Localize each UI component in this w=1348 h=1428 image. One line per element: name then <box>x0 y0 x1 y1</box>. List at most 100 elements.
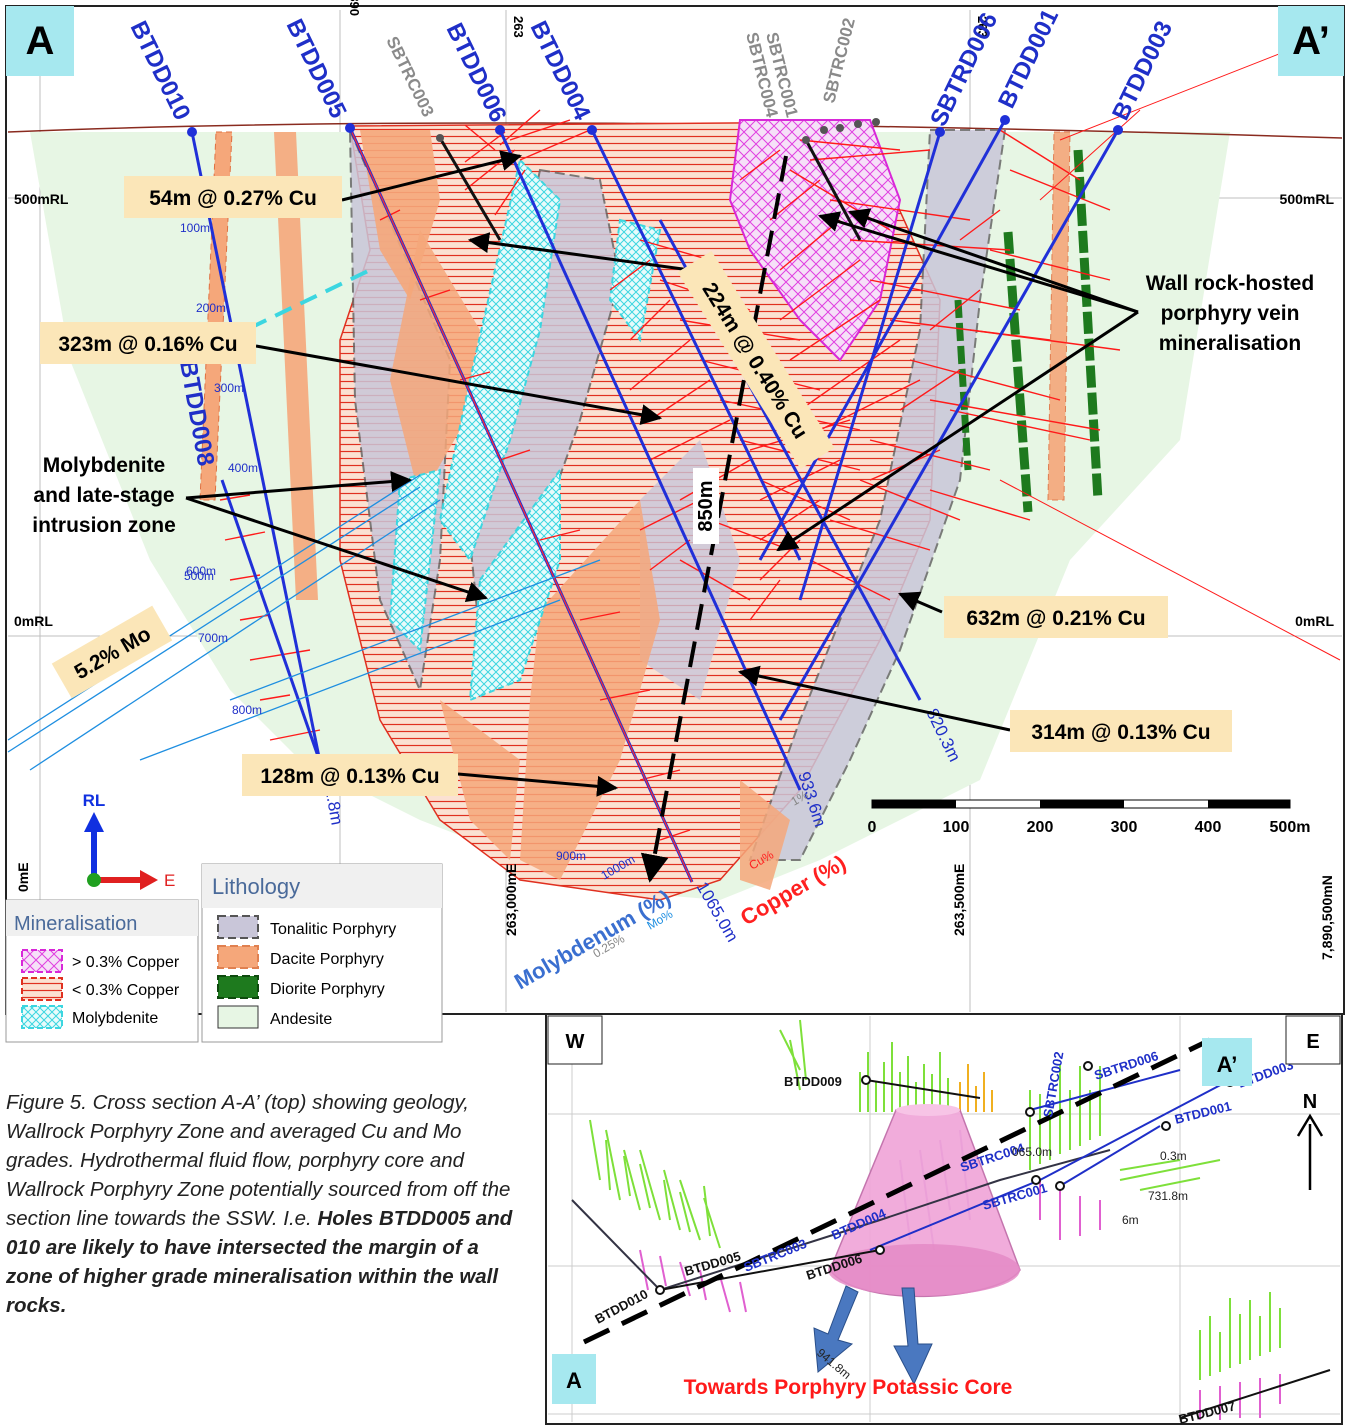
mineralisation-legend-title: Mineralisation <box>14 913 137 935</box>
legend-item-moly: Molybdenite <box>72 1010 158 1027</box>
callout-314m: 314m @ 0.13% Cu <box>1031 721 1210 744</box>
tick-700: 700m <box>198 631 228 645</box>
molybdenite-zone-2 <box>388 468 442 653</box>
plan-drillholes <box>571 1061 1331 1419</box>
scale-label-0: 0 <box>868 819 877 836</box>
plan-depth-1: 065.0m <box>1012 1145 1052 1159</box>
scale-label-300: 300 <box>1111 819 1138 836</box>
grid-top-label-2: 263 <box>511 16 526 38</box>
legend-tonalitic: Tonalitic Porphyry <box>270 921 396 938</box>
callout-box-314m <box>1010 710 1232 752</box>
callout-632m: 632m @ 0.21% Cu <box>966 607 1145 630</box>
scale-label-100: 100 <box>943 819 970 836</box>
easting-263000: 263,000mE <box>503 864 519 936</box>
plan-corner-e: E <box>1306 1031 1319 1053</box>
molybdenite-annotation: Molybdenite and late-stage intrusion zon… <box>32 454 488 602</box>
dacite-body-5 <box>740 780 790 890</box>
callout-box-323m <box>40 322 256 364</box>
molybdenite-zone-3 <box>468 466 561 702</box>
callout-box-54m <box>124 176 342 218</box>
plan-label-btdd009: BTDD009 <box>784 1074 842 1089</box>
dacite-body-2 <box>390 230 480 500</box>
tick-900: 900m <box>556 849 586 863</box>
plan-corner-w: W <box>566 1031 585 1053</box>
molybdenite-trend-line <box>249 268 371 330</box>
plan-section-line <box>582 1037 1212 1345</box>
wallrock-line-3: mineralisation <box>1159 332 1301 355</box>
easting-263500: 263,500mE <box>951 864 967 936</box>
legend-dacite: Dacite Porphyry <box>270 951 384 968</box>
wallrock-annotation: Wall rock-hosted porphyry vein mineralis… <box>776 208 1314 552</box>
tick-300: 300m <box>214 381 244 395</box>
legend-item-gt03: > 0.3% Copper <box>72 954 180 971</box>
tick-200: 200m <box>196 301 226 315</box>
moly-line-2: and late-stage <box>33 484 174 507</box>
dacite-dyke-2 <box>274 132 318 600</box>
dacite-body-3 <box>520 500 660 880</box>
axis-indicator: RL E <box>83 791 175 890</box>
callout-box-128m <box>242 754 458 796</box>
corner-a-label: A <box>26 19 55 63</box>
scale-bar: 0 100 200 300 400 500m <box>868 799 1311 836</box>
corner-a-prime-box <box>1278 6 1344 76</box>
corner-a-box <box>6 6 74 76</box>
cross-section-panel: 850m A A’ 500mRL 500mRL 0mRL 0mRL 7,890 … <box>5 0 1345 1015</box>
mineralisation-legend: Mineralisation > 0.3% Copper < 0.3% Copp… <box>5 899 199 1043</box>
tick-100: 100m <box>180 221 210 235</box>
plan-corner-a-prime: A’ <box>1217 1052 1238 1077</box>
easting-0me: 0mE <box>15 862 31 892</box>
diorite-dyke-1 <box>1073 149 1103 501</box>
callout-323m: 323m @ 0.16% Cu <box>58 333 237 356</box>
plan-direction-label: Towards Porphyry Potassic Core <box>684 1376 1013 1399</box>
rl-0-left: 0mRL <box>14 613 53 629</box>
north-label: N <box>1303 1091 1317 1113</box>
plan-depth-4: 6m <box>1122 1213 1139 1227</box>
tick-800: 800m <box>232 703 262 717</box>
plan-direction-arrows <box>813 1285 933 1386</box>
tick-500: 500m <box>184 569 214 583</box>
tick-600: 600m <box>186 564 216 578</box>
depth-850-label: 850m <box>695 480 717 531</box>
scale-label-500: 500m <box>1270 819 1311 836</box>
topography-line <box>7 122 1343 139</box>
tick-400: 400m <box>228 461 258 475</box>
legend-andesite: Andesite <box>270 1011 332 1028</box>
molybdenite-zone-1 <box>438 158 562 563</box>
scale-label-400: 400 <box>1195 819 1222 836</box>
plan-corner-a: A <box>566 1368 582 1393</box>
e-axis-label: E <box>164 871 175 890</box>
dashed-depth-line <box>640 155 788 883</box>
plan-depth-2: 0.3m <box>1160 1149 1187 1163</box>
legend-item-lt03: < 0.3% Copper <box>72 982 180 999</box>
molybdenite-zone-4 <box>608 218 662 343</box>
legend-diorite: Diorite Porphyry <box>270 981 385 998</box>
callout-128m: 128m @ 0.13% Cu <box>260 765 439 788</box>
north-arrow: N <box>1296 1091 1324 1190</box>
wallrock-line-1: Wall rock-hosted <box>1146 272 1314 295</box>
dacite-dyke-1 <box>199 131 233 501</box>
grid-top-label-3: 263 <box>975 16 990 38</box>
northing-7890500: 7,890,500mN <box>1319 875 1335 960</box>
plan-depth-3: 731.8m <box>1148 1189 1188 1203</box>
caption-bold-text: Holes BTDD005 and 010 are likely to have… <box>6 1207 513 1317</box>
rl-axis-label: RL <box>83 791 106 810</box>
lithology-legend: Lithology Tonalitic Porphyry Dacite Porp… <box>201 863 443 1043</box>
wallrock-line-2: porphyry vein <box>1161 302 1300 325</box>
callout-54m: 54m @ 0.27% Cu <box>149 187 317 210</box>
callout-box-632m <box>944 596 1168 638</box>
depth-850-box <box>693 468 719 544</box>
rl-500-right: 500mRL <box>1280 191 1335 207</box>
corner-a-prime-label: A’ <box>1292 19 1330 63</box>
caption-text: Figure 5. Cross section A-A’ (top) showi… <box>6 1091 511 1230</box>
moly-line-3: intrusion zone <box>32 514 176 537</box>
dacite-body-4 <box>440 700 520 860</box>
molybdenum-traces <box>7 474 601 771</box>
scale-label-200: 200 <box>1027 819 1054 836</box>
rl-500-left: 500mRL <box>14 191 69 207</box>
tonalitic-porphyry-right <box>748 129 1007 861</box>
grid-top-label-1: 7,890 <box>347 0 362 16</box>
rl-0-right: 0mRL <box>1295 613 1334 629</box>
diorite-dyke-2 <box>1003 231 1033 513</box>
lithology-legend-title: Lithology <box>212 874 300 899</box>
